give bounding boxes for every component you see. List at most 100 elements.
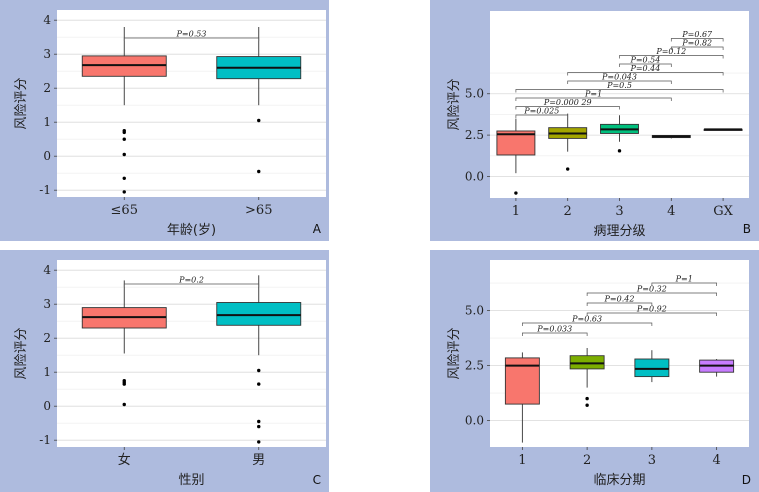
comparison-bracket <box>515 114 569 118</box>
comparison-p-value: P=0.025 <box>523 107 559 116</box>
y-tick-label: 3 <box>43 47 51 61</box>
outlier-point <box>257 424 261 429</box>
plot-area <box>490 260 749 447</box>
x-tick-label: 2 <box>583 453 591 468</box>
x-axis-title: 病理分级 <box>593 224 645 239</box>
comparison-bracket <box>586 302 653 306</box>
y-axis-title: 风险评分 <box>447 78 462 130</box>
outlier-point <box>257 382 261 386</box>
y-tick-label: 2.5 <box>465 359 484 373</box>
y-tick-label: 1 <box>43 365 51 379</box>
comparison-p-value: P=0.033 <box>536 325 572 334</box>
outlier-point <box>566 167 570 171</box>
panel-letter: A <box>313 222 322 236</box>
plot-area <box>490 11 749 198</box>
x-tick-label: 女 <box>118 452 131 468</box>
y-tick-label: -1 <box>39 433 51 447</box>
outlier-point <box>122 382 126 386</box>
panel-letter: D <box>742 473 751 487</box>
panel-d: 0.0 2.5 5.0 1 2 3 4 P=0.033 P=0.63 P=0.92 P=0.42 P=… <box>430 250 759 492</box>
y-tick-label: 3 <box>43 297 51 311</box>
comparison-p-value: P=0.000 29 <box>543 98 592 107</box>
outlier-point <box>122 130 126 135</box>
panel-letter: C <box>313 473 321 487</box>
y-tick-label: 2 <box>43 81 51 95</box>
comparison-bracket <box>670 46 724 50</box>
panel-b: 0.0 2.5 5.0 1 2 3 4 GX P=0.025 P=0.000 29 P=1 P=0.5… <box>430 0 759 241</box>
outlier-point <box>257 169 261 174</box>
box <box>81 55 167 77</box>
panel-letter: B <box>743 222 751 236</box>
x-tick-label: 3 <box>615 204 623 219</box>
x-tick-label: 1 <box>512 204 520 219</box>
y-axis-title: 风险评分 <box>447 327 462 379</box>
outlier-point <box>617 149 622 153</box>
box <box>569 355 605 370</box>
comparison-p-value: P=0.82 <box>681 39 712 48</box>
y-tick-label: 5.0 <box>465 87 484 101</box>
outlier-point <box>257 118 261 123</box>
comparison-bracket <box>586 292 717 296</box>
comparison-p-value: P=0.67 <box>681 30 713 39</box>
outlier-point <box>122 190 126 194</box>
box <box>496 130 536 156</box>
x-tick-label: 男 <box>252 453 265 468</box>
y-axis-title: 风险评分 <box>14 77 29 129</box>
comparison-bracket <box>619 63 672 67</box>
comparison-bracket <box>515 89 724 93</box>
x-axis-title: 性别 <box>178 473 204 488</box>
outlier-point <box>514 191 518 195</box>
comparison-bracket <box>515 97 672 101</box>
comparison-bracket <box>586 312 717 316</box>
chart-d: 0.02.55.01 2 3 4P=0.033P=0.63P=0.92P=0.42P=… <box>447 260 751 488</box>
x-tick-label: 4 <box>712 453 720 468</box>
x-tick-label: >65 <box>245 203 272 218</box>
comparison-p-value: P=0.2 <box>178 276 204 285</box>
outlier-point <box>257 419 261 424</box>
comparison-p-value: P=0.32 <box>636 285 667 294</box>
comparison-bracket <box>619 55 724 59</box>
panel-c: -1 0 1 2 3 4 女 男 P=0.2 性别 风险评分 C <box>0 250 329 492</box>
y-tick-label: 0 <box>43 399 51 413</box>
y-tick-label: 0.0 <box>465 169 484 183</box>
comparison-bracket <box>123 283 260 287</box>
x-tick-label: GX <box>713 204 733 219</box>
plot-area <box>57 10 326 197</box>
comparison-p-value: P=1 <box>584 90 602 99</box>
chart-a: -1 0 1 2 3 4 ≤65 >65 P=0.53 年龄(岁) 风险评分 A <box>14 10 326 238</box>
box <box>216 302 302 326</box>
outlier-point <box>257 368 261 373</box>
plot-area <box>57 260 326 447</box>
y-tick-label: 1 <box>43 115 51 129</box>
comparison-bracket <box>123 37 260 41</box>
chart-c: -1 0 1 2 3 4 女 男 P=0.2 性别 风险评分 C <box>14 260 326 488</box>
y-tick-label: 0 <box>43 149 51 163</box>
y-tick-label: -1 <box>39 183 51 197</box>
y-tick-label: 4 <box>43 13 51 27</box>
comparison-p-value: P=0.44 <box>629 64 660 73</box>
x-tick-label: ≤65 <box>111 203 138 218</box>
x-axis-title: 临床分期 <box>593 473 645 488</box>
y-axis-title: 风险评分 <box>14 327 29 379</box>
comparison-bracket <box>515 106 620 110</box>
comparison-p-value: P=0.12 <box>655 47 686 56</box>
outlier-point <box>122 176 126 180</box>
x-tick-label: 4 <box>667 204 675 219</box>
outlier-point <box>122 402 126 407</box>
outlier-point <box>257 440 261 444</box>
y-tick-label: 2.5 <box>465 128 484 142</box>
x-tick-label: 3 <box>648 453 656 468</box>
outlier-point <box>122 137 126 141</box>
outlier-point <box>585 396 589 401</box>
comparison-p-value: P=0.043 <box>601 73 637 82</box>
comparison-p-value: P=0.54 <box>629 56 660 65</box>
x-tick-label: 1 <box>518 453 526 468</box>
y-tick-label: 5.0 <box>465 304 484 318</box>
comparison-bracket <box>567 80 672 84</box>
comparison-bracket <box>670 38 724 42</box>
x-axis-title: 年龄(岁) <box>167 223 216 238</box>
y-tick-label: 2 <box>43 331 51 345</box>
panel-a: -1 0 1 2 3 4 ≤65 >65 P=0.53 年龄(岁) 风险评分 A <box>0 0 329 241</box>
outlier-point <box>585 403 589 407</box>
